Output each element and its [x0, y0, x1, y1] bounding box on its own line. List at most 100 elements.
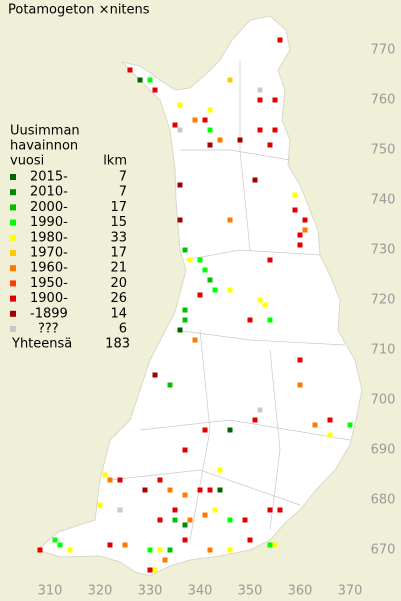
observation-square	[122, 542, 128, 548]
legend-label: 1970-	[30, 246, 68, 261]
observation-square	[292, 192, 298, 198]
legend-heading: Uusimman	[10, 124, 80, 139]
observation-square	[107, 542, 113, 548]
observation-square	[152, 87, 158, 93]
legend-count: 7	[119, 185, 127, 200]
observation-square	[267, 142, 273, 148]
y-tick-label: 720	[371, 293, 396, 308]
legend-swatch	[10, 189, 16, 196]
legend-count: 17	[110, 246, 127, 261]
legend-swatch	[10, 265, 16, 272]
map-title: Potamogeton ×nitens	[8, 3, 150, 18]
observation-square	[157, 517, 163, 523]
legend-heading: havainnon	[10, 139, 78, 154]
observation-square	[177, 217, 183, 223]
observation-square	[257, 407, 263, 413]
observation-square	[247, 317, 253, 323]
observation-square	[302, 217, 308, 223]
count-heading: lkm	[103, 154, 127, 169]
legend-swatch	[10, 234, 16, 241]
legend-swatch	[10, 250, 16, 256]
observation-square	[272, 542, 278, 548]
legend-swatch	[10, 295, 16, 302]
legend-label: 1900-	[30, 291, 68, 306]
legend-label: 1980-	[30, 230, 68, 245]
observation-square	[137, 77, 143, 83]
legend-count: 7	[119, 170, 127, 185]
y-tick-label: 710	[371, 343, 396, 358]
observation-square	[187, 257, 193, 263]
y-tick-label: 680	[371, 493, 396, 508]
observation-square	[217, 487, 223, 493]
observation-square	[297, 242, 303, 248]
observation-square	[297, 232, 303, 238]
observation-square	[192, 337, 198, 343]
legend-count: 26	[110, 291, 127, 306]
observation-square	[142, 487, 148, 493]
legend-count: 33	[110, 230, 127, 245]
observation-square	[217, 467, 223, 473]
observation-square	[297, 357, 303, 363]
legend-label: 1990-	[30, 215, 68, 230]
observation-square	[182, 492, 188, 498]
observation-square	[147, 547, 153, 553]
legend-label: ???	[38, 322, 59, 337]
legend-label: 2000-	[30, 200, 68, 215]
total-label: Yhteensä	[11, 337, 72, 352]
observation-square	[177, 182, 183, 188]
observation-square	[167, 487, 173, 493]
observation-square	[202, 512, 208, 518]
observation-square	[207, 277, 213, 283]
observation-square	[347, 422, 353, 428]
observation-square	[207, 107, 213, 113]
observation-square	[52, 537, 58, 543]
observation-square	[227, 427, 233, 433]
observation-square	[247, 537, 253, 543]
legend-count: 15	[110, 215, 127, 230]
observation-square	[102, 472, 108, 478]
observation-square	[277, 507, 283, 513]
observation-square	[197, 292, 203, 298]
observation-square	[162, 557, 168, 563]
legend-heading: vuosi	[10, 154, 44, 169]
observation-square	[227, 217, 233, 223]
observation-square	[327, 417, 333, 423]
observation-square	[327, 432, 333, 438]
observation-square	[117, 507, 123, 513]
observation-square	[67, 547, 73, 553]
legend-swatch	[10, 280, 16, 287]
observation-square	[147, 77, 153, 83]
y-tick-label: 670	[371, 543, 396, 558]
y-tick-label: 760	[371, 93, 396, 108]
observation-square	[117, 477, 123, 483]
observation-square	[207, 127, 213, 133]
x-tick-label: 360	[288, 584, 313, 599]
observation-square	[172, 507, 178, 513]
observation-square	[57, 542, 63, 548]
legend-label: 2010-	[30, 185, 68, 200]
observation-square	[207, 547, 213, 553]
y-tick-label: 770	[371, 43, 396, 58]
observation-square	[177, 102, 183, 108]
legend-count: 14	[110, 306, 127, 321]
observation-square	[262, 302, 268, 308]
observation-square	[252, 417, 258, 423]
observation-square	[292, 207, 298, 213]
observation-square	[182, 317, 188, 323]
observation-square	[107, 477, 113, 483]
legend-label: 1960-	[30, 261, 68, 276]
observation-square	[252, 177, 258, 183]
legend-count: 6	[119, 322, 127, 337]
observation-square	[202, 267, 208, 273]
observation-square	[227, 77, 233, 83]
observation-square	[257, 297, 263, 303]
x-tick-label: 330	[138, 584, 163, 599]
observation-square	[152, 372, 158, 378]
legend-swatch	[10, 174, 16, 180]
observation-square	[302, 227, 308, 233]
observation-square	[192, 117, 198, 123]
observation-square	[267, 542, 273, 548]
observation-square	[277, 37, 283, 43]
observation-square	[217, 137, 223, 143]
observation-square	[182, 537, 188, 543]
